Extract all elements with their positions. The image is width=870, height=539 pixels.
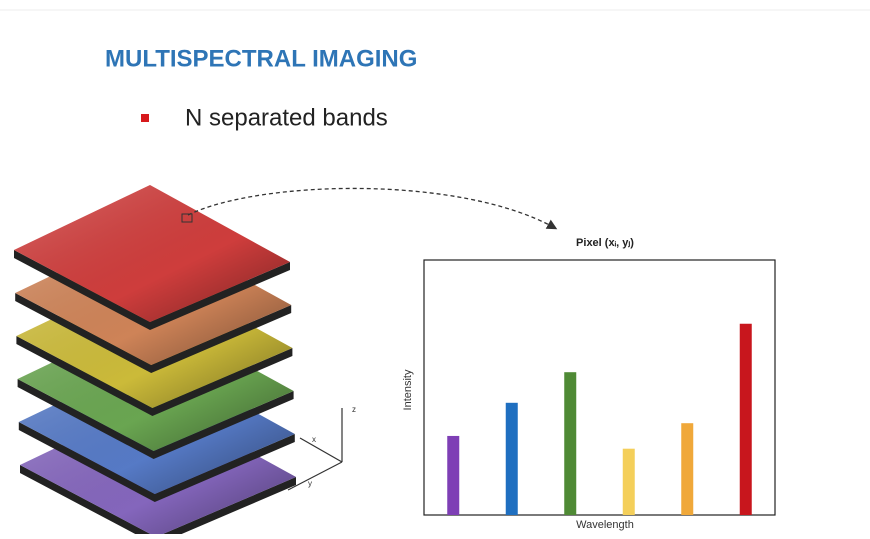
bar (740, 324, 752, 515)
axis-label: x (312, 435, 316, 444)
xyz-axes (288, 408, 342, 490)
band-stack (14, 185, 296, 534)
slide: MULTISPECTRAL IMAGING N separated bands … (0, 0, 870, 534)
bar (623, 449, 635, 515)
bullet (141, 114, 149, 122)
bar (564, 372, 576, 515)
bar (447, 436, 459, 515)
bar (681, 423, 693, 515)
x-axis-label: Wavelength (576, 519, 634, 531)
slide-title: MULTISPECTRAL IMAGING (105, 45, 417, 72)
axis-label: y (308, 479, 312, 488)
bullet-text: N separated bands (185, 104, 388, 131)
bar (506, 403, 518, 515)
y-axis-label: Intensity (402, 369, 414, 410)
axis-label: z (352, 405, 356, 414)
plot-frame (424, 260, 775, 515)
pixel-arrow (188, 188, 555, 228)
chart-title: Pixel (xᵢ, yⱼ) (576, 237, 634, 249)
